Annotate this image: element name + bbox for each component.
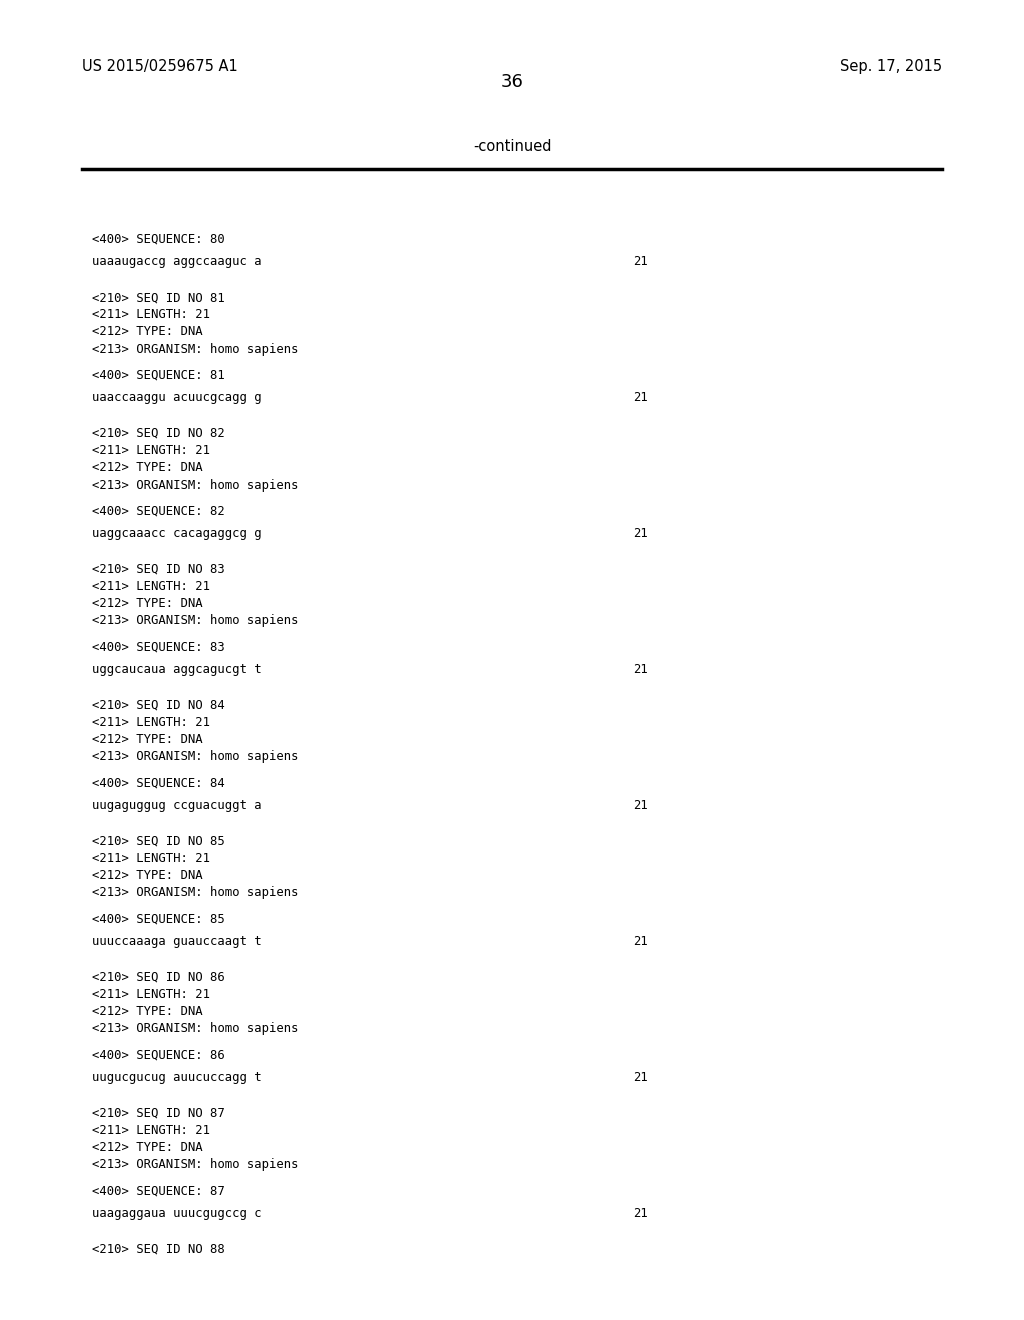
- Text: 21: 21: [633, 1072, 647, 1084]
- Text: <210> SEQ ID NO 86: <210> SEQ ID NO 86: [92, 972, 225, 983]
- Text: <210> SEQ ID NO 88: <210> SEQ ID NO 88: [92, 1243, 225, 1255]
- Text: Sep. 17, 2015: Sep. 17, 2015: [840, 59, 942, 74]
- Text: 21: 21: [633, 799, 647, 812]
- Text: <211> LENGTH: 21: <211> LENGTH: 21: [92, 581, 210, 593]
- Text: 21: 21: [633, 256, 647, 268]
- Text: <212> TYPE: DNA: <212> TYPE: DNA: [92, 869, 203, 882]
- Text: <400> SEQUENCE: 86: <400> SEQUENCE: 86: [92, 1048, 225, 1061]
- Text: US 2015/0259675 A1: US 2015/0259675 A1: [82, 59, 238, 74]
- Text: <211> LENGTH: 21: <211> LENGTH: 21: [92, 444, 210, 457]
- Text: uggcaucaua aggcagucgt t: uggcaucaua aggcagucgt t: [92, 663, 262, 676]
- Text: <213> ORGANISM: homo sapiens: <213> ORGANISM: homo sapiens: [92, 615, 299, 627]
- Text: <213> ORGANISM: homo sapiens: <213> ORGANISM: homo sapiens: [92, 1022, 299, 1035]
- Text: <210> SEQ ID NO 87: <210> SEQ ID NO 87: [92, 1106, 225, 1119]
- Text: uaaccaaggu acuucgcagg g: uaaccaaggu acuucgcagg g: [92, 391, 262, 404]
- Text: <210> SEQ ID NO 81: <210> SEQ ID NO 81: [92, 290, 225, 304]
- Text: <210> SEQ ID NO 82: <210> SEQ ID NO 82: [92, 428, 225, 440]
- Text: <400> SEQUENCE: 84: <400> SEQUENCE: 84: [92, 776, 225, 789]
- Text: <213> ORGANISM: homo sapiens: <213> ORGANISM: homo sapiens: [92, 342, 299, 355]
- Text: 36: 36: [501, 73, 523, 91]
- Text: 21: 21: [633, 1206, 647, 1220]
- Text: <400> SEQUENCE: 87: <400> SEQUENCE: 87: [92, 1185, 225, 1197]
- Text: <213> ORGANISM: homo sapiens: <213> ORGANISM: homo sapiens: [92, 750, 299, 763]
- Text: <212> TYPE: DNA: <212> TYPE: DNA: [92, 1006, 203, 1018]
- Text: uugaguggug ccguacuggt a: uugaguggug ccguacuggt a: [92, 799, 262, 812]
- Text: <400> SEQUENCE: 85: <400> SEQUENCE: 85: [92, 913, 225, 925]
- Text: uaaaugaccg aggccaaguc a: uaaaugaccg aggccaaguc a: [92, 256, 262, 268]
- Text: 21: 21: [633, 935, 647, 948]
- Text: -continued: -continued: [473, 139, 551, 153]
- Text: <400> SEQUENCE: 83: <400> SEQUENCE: 83: [92, 642, 225, 653]
- Text: <400> SEQUENCE: 82: <400> SEQUENCE: 82: [92, 504, 225, 517]
- Text: uaggcaaacc cacagaggcg g: uaggcaaacc cacagaggcg g: [92, 527, 262, 540]
- Text: <211> LENGTH: 21: <211> LENGTH: 21: [92, 715, 210, 729]
- Text: 21: 21: [633, 391, 647, 404]
- Text: <213> ORGANISM: homo sapiens: <213> ORGANISM: homo sapiens: [92, 887, 299, 899]
- Text: <210> SEQ ID NO 84: <210> SEQ ID NO 84: [92, 700, 225, 711]
- Text: <212> TYPE: DNA: <212> TYPE: DNA: [92, 1140, 203, 1154]
- Text: <213> ORGANISM: homo sapiens: <213> ORGANISM: homo sapiens: [92, 1159, 299, 1171]
- Text: <400> SEQUENCE: 80: <400> SEQUENCE: 80: [92, 232, 225, 246]
- Text: <212> TYPE: DNA: <212> TYPE: DNA: [92, 326, 203, 338]
- Text: <211> LENGTH: 21: <211> LENGTH: 21: [92, 853, 210, 865]
- Text: <400> SEQUENCE: 81: <400> SEQUENCE: 81: [92, 368, 225, 381]
- Text: <211> LENGTH: 21: <211> LENGTH: 21: [92, 1125, 210, 1137]
- Text: <211> LENGTH: 21: <211> LENGTH: 21: [92, 987, 210, 1001]
- Text: <210> SEQ ID NO 85: <210> SEQ ID NO 85: [92, 836, 225, 847]
- Text: <212> TYPE: DNA: <212> TYPE: DNA: [92, 597, 203, 610]
- Text: <212> TYPE: DNA: <212> TYPE: DNA: [92, 462, 203, 474]
- Text: 21: 21: [633, 663, 647, 676]
- Text: 21: 21: [633, 527, 647, 540]
- Text: uuuccaaaga guauccaagt t: uuuccaaaga guauccaagt t: [92, 935, 262, 948]
- Text: uaagaggaua uuucgugccg c: uaagaggaua uuucgugccg c: [92, 1206, 262, 1220]
- Text: uugucgucug auucuccagg t: uugucgucug auucuccagg t: [92, 1072, 262, 1084]
- Text: <213> ORGANISM: homo sapiens: <213> ORGANISM: homo sapiens: [92, 479, 299, 491]
- Text: <212> TYPE: DNA: <212> TYPE: DNA: [92, 734, 203, 746]
- Text: <211> LENGTH: 21: <211> LENGTH: 21: [92, 309, 210, 321]
- Text: <210> SEQ ID NO 83: <210> SEQ ID NO 83: [92, 562, 225, 576]
